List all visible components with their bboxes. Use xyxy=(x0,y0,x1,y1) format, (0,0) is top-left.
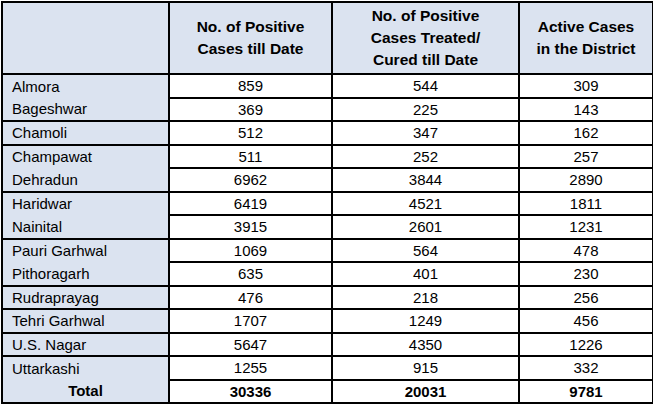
table-row: Chamoli 512 347 162 xyxy=(2,121,653,145)
positive-cases-cell: 6962 xyxy=(169,168,332,192)
active-cases-cell: 1226 xyxy=(519,333,653,357)
active-cases-cell: 1231 xyxy=(519,215,653,239)
table-header: No. of Positive Cases till Date No. of P… xyxy=(2,2,653,74)
table-row: Bageshwar 369 225 143 xyxy=(2,98,653,122)
table-row: Nainital 3915 2601 1231 xyxy=(2,215,653,239)
column-header-positive-cases: No. of Positive Cases till Date xyxy=(169,2,332,74)
table-row: Rudraprayag 476 218 256 xyxy=(2,286,653,310)
header-line: No. of Positive xyxy=(170,16,331,38)
blank-header-cell xyxy=(2,2,169,74)
positive-cases-cell: 1255 xyxy=(169,356,332,380)
active-cases-cell: 478 xyxy=(519,239,653,263)
active-cases-cell: 162 xyxy=(519,121,653,145)
district-cases-table: No. of Positive Cases till Date No. of P… xyxy=(1,1,653,404)
cured-cases-cell: 915 xyxy=(332,356,519,380)
cured-cases-cell: 2601 xyxy=(332,215,519,239)
district-name: Nainital xyxy=(2,215,169,239)
active-cases-cell: 332 xyxy=(519,356,653,380)
column-header-active-cases: Active Cases in the District xyxy=(519,2,653,74)
positive-cases-cell: 5647 xyxy=(169,333,332,357)
district-name: Tehri Garhwal xyxy=(2,309,169,333)
positive-cases-cell: 1707 xyxy=(169,309,332,333)
cured-cases-cell: 347 xyxy=(332,121,519,145)
cured-cases-cell: 225 xyxy=(332,98,519,122)
active-cases-cell: 143 xyxy=(519,98,653,122)
table-row: Dehradun 6962 3844 2890 xyxy=(2,168,653,192)
active-cases-cell: 309 xyxy=(519,74,653,98)
total-active-cases: 9781 xyxy=(519,380,653,404)
total-label: Total xyxy=(2,380,169,404)
positive-cases-cell: 369 xyxy=(169,98,332,122)
active-cases-cell: 256 xyxy=(519,286,653,310)
positive-cases-cell: 1069 xyxy=(169,239,332,263)
active-cases-cell: 257 xyxy=(519,145,653,169)
header-line: in the District xyxy=(520,38,652,60)
district-name: Dehradun xyxy=(2,168,169,192)
table-row: Champawat 511 252 257 xyxy=(2,145,653,169)
district-name: Chamoli xyxy=(2,121,169,145)
cured-cases-cell: 4521 xyxy=(332,192,519,216)
table-row: Pauri Garhwal 1069 564 478 xyxy=(2,239,653,263)
cured-cases-cell: 1249 xyxy=(332,309,519,333)
district-name: Uttarkashi xyxy=(2,356,169,380)
table-row: U.S. Nagar 5647 4350 1226 xyxy=(2,333,653,357)
table-body: Almora 859 544 309 Bageshwar 369 225 143… xyxy=(2,74,653,403)
cured-cases-cell: 4350 xyxy=(332,333,519,357)
total-cured-cases: 20031 xyxy=(332,380,519,404)
district-cases-page: No. of Positive Cases till Date No. of P… xyxy=(0,0,653,404)
table-row: Tehri Garhwal 1707 1249 456 xyxy=(2,309,653,333)
active-cases-cell: 456 xyxy=(519,309,653,333)
header-line: Active Cases xyxy=(520,16,652,38)
table-row: Almora 859 544 309 xyxy=(2,74,653,98)
column-header-cured-cases: No. of Positive Cases Treated/ Cured til… xyxy=(332,2,519,74)
positive-cases-cell: 6419 xyxy=(169,192,332,216)
district-name: U.S. Nagar xyxy=(2,333,169,357)
total-positive-cases: 30336 xyxy=(169,380,332,404)
district-name: Champawat xyxy=(2,145,169,169)
table-row: Haridwar 6419 4521 1811 xyxy=(2,192,653,216)
district-name: Almora xyxy=(2,74,169,98)
header-line: Cases till Date xyxy=(170,38,331,60)
table-row: Pithoragarh 635 401 230 xyxy=(2,262,653,286)
district-name: Haridwar xyxy=(2,192,169,216)
positive-cases-cell: 3915 xyxy=(169,215,332,239)
table-total-row: Total 30336 20031 9781 xyxy=(2,380,653,404)
active-cases-cell: 230 xyxy=(519,262,653,286)
cured-cases-cell: 564 xyxy=(332,239,519,263)
positive-cases-cell: 859 xyxy=(169,74,332,98)
district-name: Rudraprayag xyxy=(2,286,169,310)
cured-cases-cell: 544 xyxy=(332,74,519,98)
active-cases-cell: 2890 xyxy=(519,168,653,192)
cured-cases-cell: 252 xyxy=(332,145,519,169)
positive-cases-cell: 512 xyxy=(169,121,332,145)
header-line: Cured till Date xyxy=(333,49,518,71)
district-name: Pauri Garhwal xyxy=(2,239,169,263)
header-line: Cases Treated/ xyxy=(333,27,518,49)
active-cases-cell: 1811 xyxy=(519,192,653,216)
table-row: Uttarkashi 1255 915 332 xyxy=(2,356,653,380)
header-row: No. of Positive Cases till Date No. of P… xyxy=(2,2,653,74)
district-name: Pithoragarh xyxy=(2,262,169,286)
positive-cases-cell: 635 xyxy=(169,262,332,286)
header-line: No. of Positive xyxy=(333,5,518,27)
cured-cases-cell: 3844 xyxy=(332,168,519,192)
positive-cases-cell: 476 xyxy=(169,286,332,310)
district-name: Bageshwar xyxy=(2,98,169,122)
cured-cases-cell: 401 xyxy=(332,262,519,286)
cured-cases-cell: 218 xyxy=(332,286,519,310)
positive-cases-cell: 511 xyxy=(169,145,332,169)
